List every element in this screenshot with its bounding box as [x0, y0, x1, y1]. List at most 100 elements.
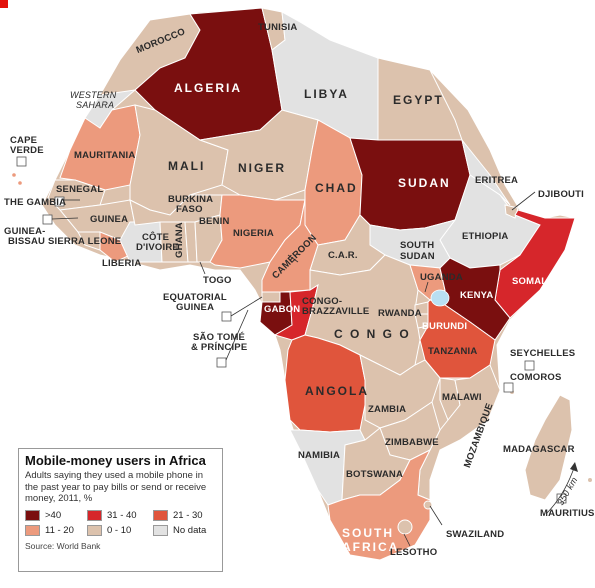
label-ethiopia: ETHIOPIA: [462, 231, 508, 242]
box-cape-verde: [16, 156, 27, 167]
label-niger: NIGER: [238, 161, 286, 175]
country-swaziland: [423, 500, 433, 510]
leader-uganda: [424, 281, 429, 293]
brand-corner-mark: [0, 0, 8, 8]
legend-item: 11 - 20: [25, 524, 87, 536]
label-burundi: BURUNDI: [422, 321, 467, 332]
country-sierra-leone: [77, 231, 101, 251]
label-congo: C O N G O: [334, 327, 411, 341]
map-legend: Mobile-money users in Africa Adults sayi…: [18, 448, 223, 572]
country-equatorial-guinea: [261, 291, 281, 303]
label-zimbabwe: ZIMBABWE: [385, 437, 439, 448]
country-angola: [284, 334, 366, 433]
legend-item: 21 - 30: [153, 509, 219, 521]
island-cape-verde-2: [18, 181, 22, 185]
label-burkina-1: BURKINA: [168, 194, 213, 205]
leader-swaziland: [429, 505, 443, 526]
legend-item: >40: [25, 509, 87, 521]
legend-item-label: >40: [45, 509, 62, 521]
label-libya: LIBYA: [304, 87, 349, 101]
legend-item-label: 31 - 40: [107, 509, 137, 521]
label-south-africa-2: AFRICA: [342, 540, 399, 554]
country-tanzania: [419, 299, 496, 379]
lake-victoria: [430, 289, 450, 307]
leader-sao-tome: [225, 309, 249, 361]
leader-cameroon: [287, 254, 299, 263]
legend-source: Source: World Bank: [25, 540, 101, 551]
label-cape-verde-2: VERDE: [10, 145, 44, 156]
label-guinea: GUINEA: [90, 214, 128, 225]
label-lesotho: LESOTHO: [390, 547, 437, 558]
legend-item: 31 - 40: [87, 509, 153, 521]
label-sao-tome-2: & PRÍNCIPE: [191, 342, 247, 353]
country-mozambique: [417, 364, 501, 501]
label-sierra-leone: SIERRA LEONE: [48, 236, 121, 247]
label-guinea-bissau-2: BISSAU: [8, 236, 45, 247]
label-cote-2: D'IVOIRE: [136, 242, 179, 253]
label-eq-guinea-1: EQUATORIAL: [163, 292, 227, 303]
leader-eq-guinea: [230, 296, 263, 317]
label-gambia: THE GAMBIA: [4, 197, 66, 208]
label-namibia: NAMIBIA: [298, 450, 340, 461]
label-somalia: SOMALIA: [512, 276, 557, 287]
legend-items: >40 31 - 40 21 - 30 11 - 20 0 - 10 No da…: [25, 509, 219, 536]
label-guinea-bissau-1: GUINEA-: [4, 226, 46, 237]
country-eritrea: [461, 139, 511, 206]
label-eq-guinea-2: GUINEA: [176, 302, 214, 313]
leader-guinea-bissau: [51, 217, 79, 220]
label-south-sudan-2: SUDAN: [400, 251, 435, 262]
legend-item-label: 11 - 20: [45, 524, 74, 536]
leader-togo: [199, 261, 206, 275]
legend-subtitle: Adults saying they used a mobile phone i…: [25, 470, 207, 504]
label-burkina-2: FASO: [176, 204, 203, 215]
legend-swatch: [25, 509, 40, 521]
box-gambia: [54, 196, 65, 207]
label-eritrea: ERITREA: [475, 175, 518, 186]
country-lesotho: [397, 519, 413, 535]
label-congo-b-2: BRAZZAVILLE: [302, 306, 369, 317]
label-seychelles: SEYCHELLES: [510, 348, 575, 359]
box-equatorial-guinea: [221, 311, 232, 322]
label-nigeria: NIGERIA: [233, 228, 274, 239]
label-western-sahara-2: SAHARA: [76, 100, 114, 110]
label-togo: TOGO: [203, 275, 232, 286]
label-madagascar: MADAGASCAR: [503, 444, 575, 455]
label-botswana: BOTSWANA: [346, 469, 403, 480]
label-senegal: SENEGAL: [56, 184, 103, 195]
label-ghana: GHANA: [174, 222, 185, 258]
scale-arrowhead: [570, 462, 578, 472]
label-zambia: ZAMBIA: [368, 404, 406, 415]
label-benin: BENIN: [199, 216, 230, 227]
label-gabon: GABON: [264, 304, 300, 315]
label-mauritius: MAURITIUS: [540, 508, 595, 519]
island-cape-verde: [12, 173, 16, 177]
box-guinea-bissau: [42, 214, 53, 225]
legend-item: 0 - 10: [87, 524, 153, 536]
label-sudan: SUDAN: [398, 176, 451, 190]
leader-djibouti: [511, 191, 536, 211]
label-tunisia: TUNISIA: [258, 22, 297, 33]
legend-item: No data: [153, 524, 219, 536]
label-malawi: MALAWI: [442, 392, 482, 403]
label-western-sahara-1: WESTERN: [70, 90, 117, 100]
label-algeria: ALGERIA: [174, 81, 242, 95]
label-liberia: LIBERIA: [102, 258, 141, 269]
label-egypt: EGYPT: [393, 93, 444, 107]
legend-swatch: [153, 509, 168, 521]
legend-item-label: No data: [173, 524, 207, 536]
label-djibouti: DJIBOUTI: [538, 189, 584, 200]
leader-lesotho: [403, 533, 411, 547]
legend-item-label: 21 - 30: [173, 509, 203, 521]
legend-item-label: 0 - 10: [107, 524, 132, 536]
label-congo-b-1: CONGO-: [302, 296, 342, 307]
label-sao-tome-1: SÃO TOMÉ: [193, 332, 245, 343]
legend-swatch: [153, 524, 168, 536]
label-mali: MALI: [168, 159, 205, 173]
label-swaziland: SWAZILAND: [446, 529, 504, 540]
label-mauritania: MAURITANIA: [74, 150, 135, 161]
island-mauritius: [588, 478, 592, 482]
legend-swatch: [87, 524, 102, 536]
box-comoros: [503, 382, 514, 393]
label-chad: CHAD: [315, 181, 358, 195]
